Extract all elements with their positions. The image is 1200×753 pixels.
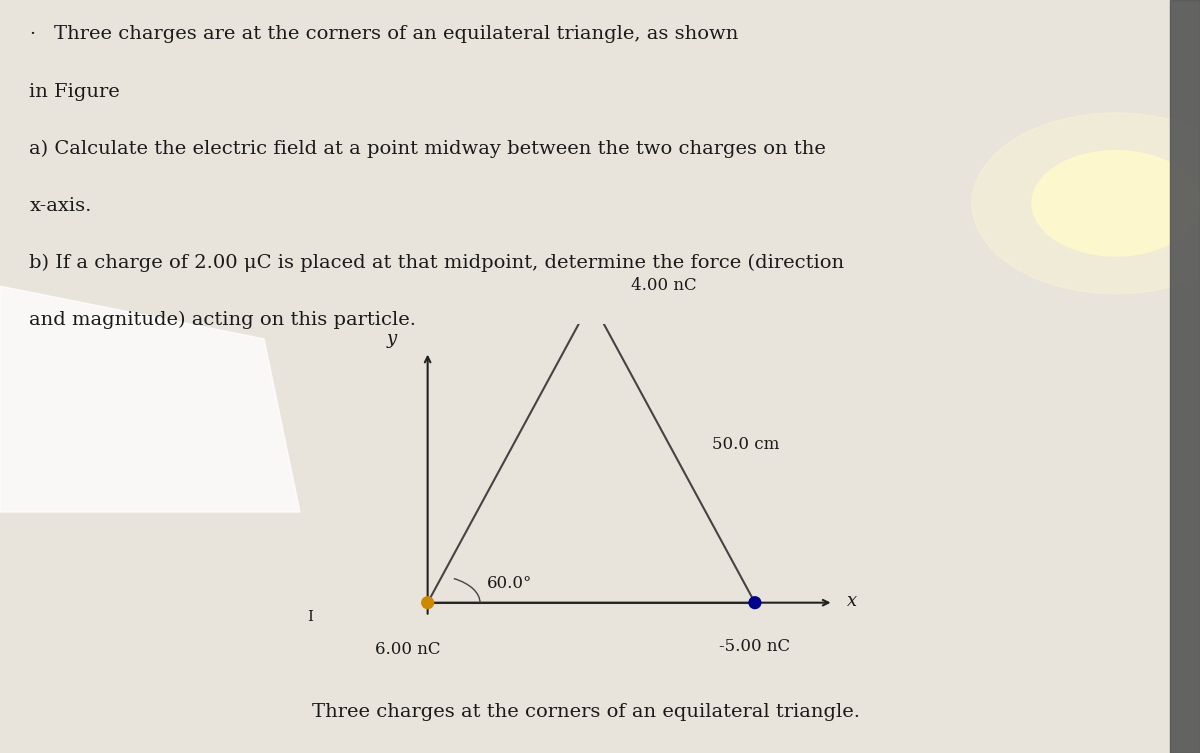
Text: Three charges at the corners of an equilateral triangle.: Three charges at the corners of an equil… [312, 703, 860, 721]
Text: 6.00 nC: 6.00 nC [376, 641, 440, 658]
Text: Three charges are at the corners of an equilateral triangle, as shown: Three charges are at the corners of an e… [30, 26, 739, 44]
Text: I: I [307, 610, 313, 623]
Point [745, 596, 764, 608]
Bar [1170, 0, 1200, 753]
Text: 60.0°: 60.0° [486, 575, 532, 592]
Text: 50.0 cm: 50.0 cm [713, 436, 780, 453]
Circle shape [972, 113, 1200, 294]
Point [418, 596, 437, 608]
Text: -5.00 nC: -5.00 nC [719, 638, 791, 654]
Text: x-axis.: x-axis. [30, 197, 91, 215]
Text: ·: · [30, 26, 36, 44]
Text: and magnitude) acting on this particle.: and magnitude) acting on this particle. [30, 311, 416, 330]
Text: 4.00 nC: 4.00 nC [630, 277, 696, 294]
Text: in Figure: in Figure [30, 83, 120, 101]
Text: a) Calculate the electric field at a point midway between the two charges on the: a) Calculate the electric field at a poi… [30, 140, 827, 158]
Text: x: x [846, 592, 857, 610]
Text: y: y [386, 331, 397, 348]
Circle shape [1032, 151, 1200, 256]
Point [582, 294, 601, 306]
Polygon shape [0, 286, 300, 512]
Text: b) If a charge of 2.00 μC is placed at that midpoint, determine the force (direc: b) If a charge of 2.00 μC is placed at t… [30, 254, 845, 273]
